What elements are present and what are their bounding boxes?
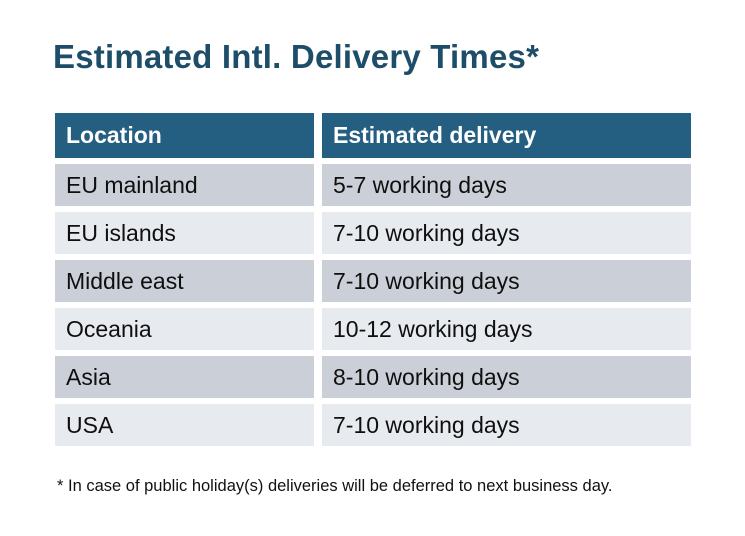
delivery-cell: 8-10 working days: [322, 356, 691, 398]
delivery-cell: 7-10 working days: [322, 404, 691, 446]
location-cell: Oceania: [55, 308, 314, 350]
delivery-cell: 10-12 working days: [322, 308, 691, 350]
location-cell: USA: [55, 404, 314, 446]
delivery-cell: 7-10 working days: [322, 212, 691, 254]
column-header-location: Location: [55, 113, 314, 158]
column-header-estimated-delivery: Estimated delivery: [322, 113, 691, 158]
footnote: * In case of public holiday(s) deliverie…: [57, 477, 613, 495]
delivery-cell: 5-7 working days: [322, 164, 691, 206]
location-cell: Middle east: [55, 260, 314, 302]
page-title: Estimated Intl. Delivery Times*: [53, 38, 540, 75]
location-cell: EU islands: [55, 212, 314, 254]
location-cell: Asia: [55, 356, 314, 398]
location-cell: EU mainland: [55, 164, 314, 206]
delivery-cell: 7-10 working days: [322, 260, 691, 302]
delivery-times-table: Location Estimated delivery EU mainland …: [55, 113, 691, 446]
